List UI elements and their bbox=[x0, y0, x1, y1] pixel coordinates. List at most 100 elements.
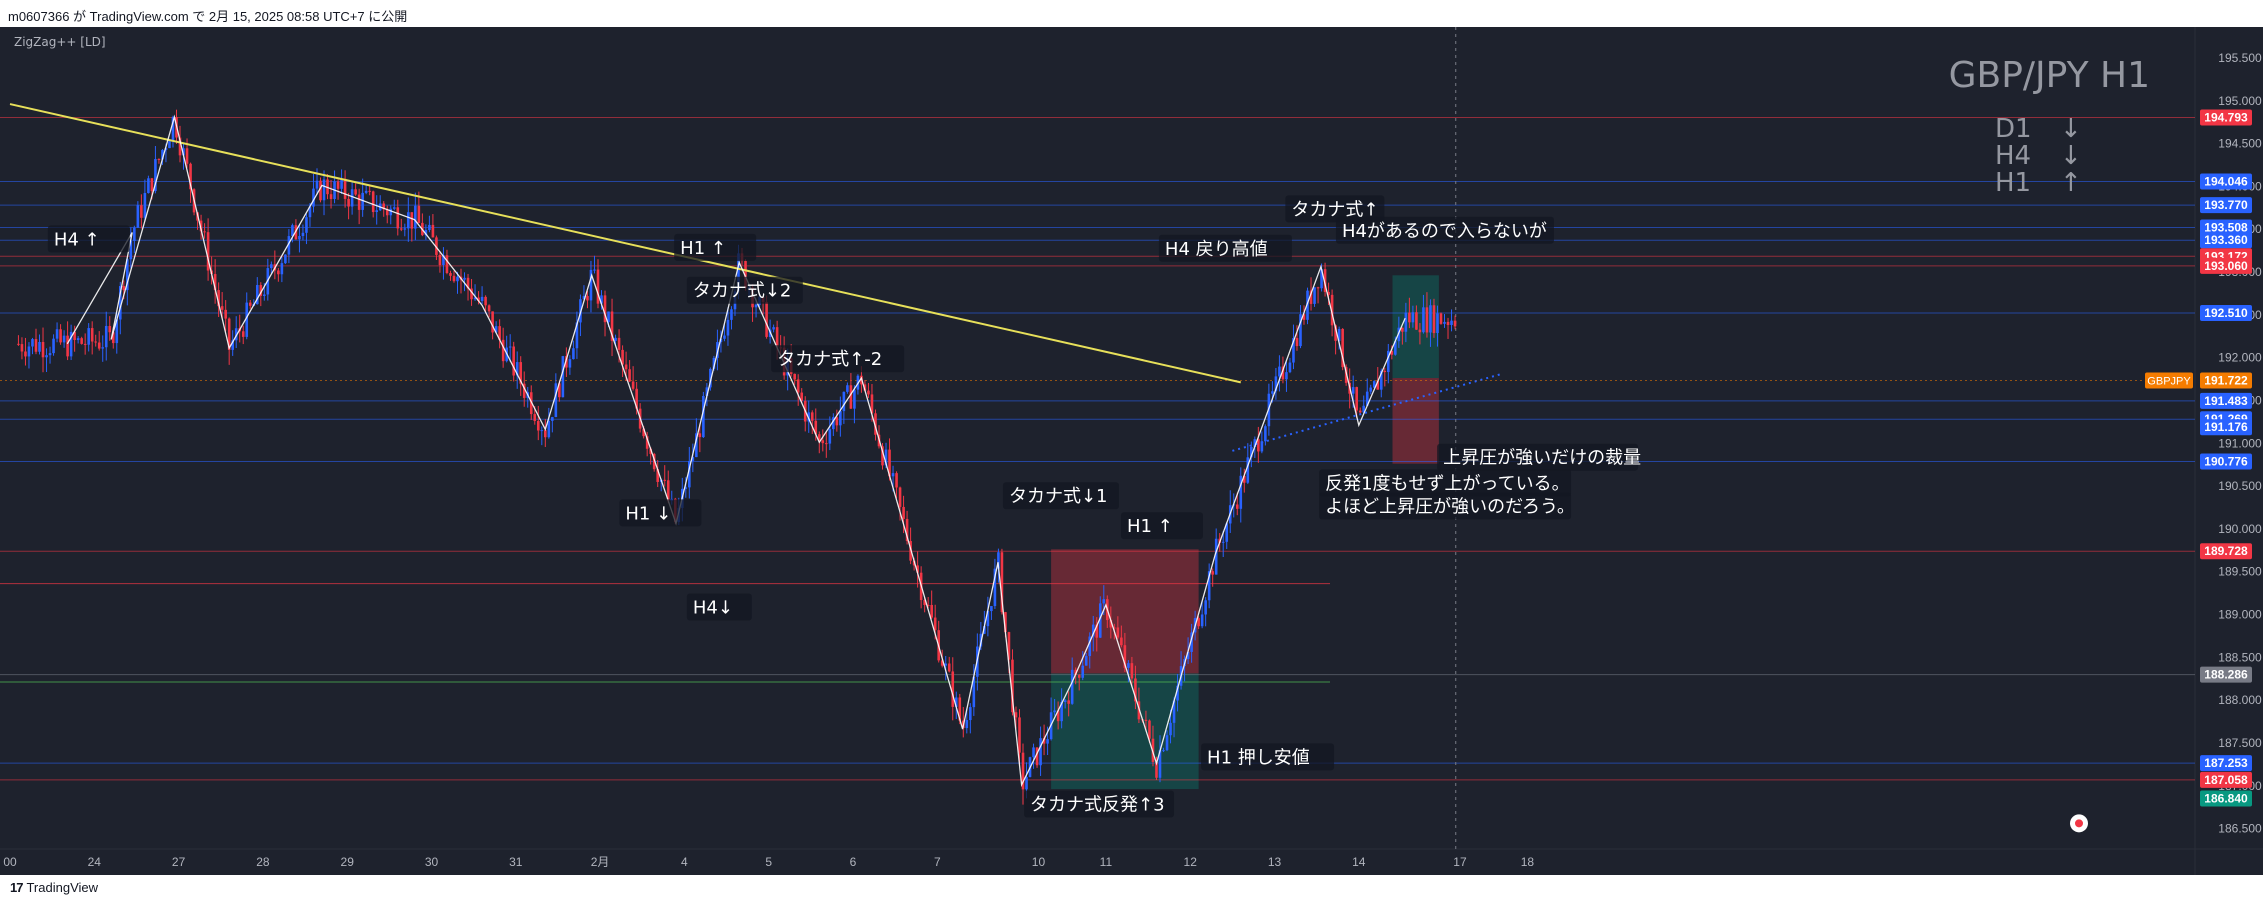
candle-body bbox=[1376, 381, 1380, 390]
candle-body bbox=[456, 276, 459, 282]
candle-body bbox=[842, 391, 846, 412]
candle-body bbox=[340, 178, 343, 189]
candle-body bbox=[354, 189, 357, 195]
candle-body bbox=[90, 328, 94, 342]
candle-body bbox=[775, 327, 779, 348]
candle-body bbox=[20, 344, 24, 352]
candle-body bbox=[600, 295, 603, 304]
candle-body bbox=[392, 207, 396, 209]
price-axis-panel bbox=[2195, 27, 2263, 875]
candle-body bbox=[954, 697, 958, 707]
chart-canvas[interactable]: H4 ↑ H1 ↑ タカナ式↓2 タカナ式↑-2 H4 戻り高値 タカナ式↑H4があるので… bbox=[0, 27, 2263, 875]
candle-body bbox=[487, 305, 491, 312]
candle-body bbox=[1401, 327, 1404, 332]
candle-body bbox=[947, 663, 951, 672]
candle-body bbox=[666, 480, 670, 501]
candle-body bbox=[291, 225, 294, 237]
candle-body bbox=[744, 260, 747, 288]
price-badge-label: 191.483 bbox=[2204, 394, 2248, 408]
candle-body bbox=[1436, 313, 1439, 334]
candle-body bbox=[1334, 325, 1337, 341]
candle-body bbox=[431, 224, 435, 238]
candle-body bbox=[1046, 739, 1049, 744]
candle-body bbox=[1088, 636, 1092, 657]
candle-body bbox=[536, 421, 540, 431]
candle-body bbox=[118, 286, 122, 320]
candle-body bbox=[1123, 645, 1127, 668]
annotation-text: 上昇圧が強いだけの裁量 bbox=[1443, 448, 1641, 469]
candle-body bbox=[1278, 366, 1281, 377]
candle-body bbox=[452, 275, 456, 282]
candle-body bbox=[1365, 391, 1369, 406]
price-badge bbox=[2200, 109, 2252, 126]
candle-body bbox=[1429, 305, 1432, 333]
time-tick-label: 14 bbox=[1352, 855, 1366, 869]
candle-body bbox=[38, 342, 41, 352]
chart-area[interactable]: H4 ↑ H1 ↑ タカナ式↓2 タカナ式↑-2 H4 戻り高値 タカナ式↑ H4があるので… bbox=[0, 27, 2263, 875]
candle-body bbox=[1387, 350, 1390, 373]
candle-body bbox=[389, 208, 393, 216]
price-badge bbox=[2200, 173, 2252, 190]
price-badge-label: 192.510 bbox=[2204, 306, 2248, 320]
time-tick-label: 5 bbox=[765, 855, 772, 869]
tradingview-logo[interactable]: 17 TradingView bbox=[10, 880, 98, 895]
tradingview-logo-mark: 17 bbox=[10, 880, 24, 895]
candle-body bbox=[1021, 752, 1025, 790]
annotation-text: H4 戻り高値 bbox=[1165, 239, 1268, 260]
price-badge-label: 193.770 bbox=[2204, 198, 2248, 212]
candle-body bbox=[178, 137, 182, 156]
candle-body bbox=[1358, 410, 1362, 413]
annotation: H4↓ bbox=[686, 593, 752, 621]
candle-body bbox=[540, 430, 544, 432]
indicator-label[interactable]: ZigZag++ [LD] bbox=[14, 35, 106, 49]
candle-body bbox=[1172, 700, 1176, 723]
annotation: タカナ式↓2 bbox=[686, 276, 803, 304]
candle-body bbox=[923, 600, 926, 605]
candle-body bbox=[652, 453, 656, 470]
annotation: タカナ式反発↑3 bbox=[1024, 790, 1175, 818]
candle-body bbox=[1327, 291, 1330, 295]
time-tick-label: 10 bbox=[1032, 855, 1046, 869]
annotation-text: タカナ式↑-2 bbox=[777, 349, 882, 370]
candle-body bbox=[691, 457, 695, 461]
candle-body bbox=[206, 232, 210, 271]
candle-body bbox=[1032, 747, 1035, 758]
candle-body bbox=[470, 288, 473, 300]
candle-body bbox=[1362, 405, 1366, 413]
candle-body bbox=[73, 331, 76, 341]
candle-body bbox=[849, 385, 853, 409]
candle-body bbox=[364, 190, 368, 193]
price-badge bbox=[2200, 304, 2252, 321]
candle-body bbox=[189, 163, 192, 190]
candle-body bbox=[688, 460, 691, 488]
candle-body bbox=[993, 568, 997, 607]
candle-body bbox=[466, 277, 470, 289]
candle-body bbox=[916, 565, 919, 573]
candle-body bbox=[1246, 457, 1250, 483]
candle-body bbox=[255, 285, 259, 305]
candle-body bbox=[986, 611, 990, 627]
candle-body bbox=[41, 342, 45, 358]
annotation: H1 ↓ bbox=[619, 499, 702, 527]
candle-body bbox=[582, 296, 586, 300]
candle-body bbox=[66, 335, 69, 357]
candle-body bbox=[1120, 637, 1123, 646]
candle-body bbox=[150, 178, 154, 192]
price-tick-label: 188.000 bbox=[2218, 693, 2262, 707]
candle-body bbox=[115, 319, 119, 344]
record-icon-dot bbox=[2075, 819, 2083, 828]
candle-body bbox=[698, 433, 702, 438]
price-tick-label: 195.000 bbox=[2218, 94, 2262, 108]
candle-body bbox=[944, 663, 948, 666]
candle-body bbox=[1039, 738, 1042, 766]
candle-body bbox=[958, 697, 962, 721]
candle-body bbox=[477, 297, 480, 301]
candle-body bbox=[1025, 776, 1028, 790]
candle-body bbox=[329, 194, 333, 199]
candle-body bbox=[1162, 750, 1165, 752]
candle-body bbox=[607, 311, 610, 323]
candle-body bbox=[1397, 327, 1401, 342]
chart-title: GBP/JPY H1 bbox=[1949, 55, 2150, 96]
time-tick-label: 30 bbox=[425, 855, 439, 869]
price-badge-label: 188.286 bbox=[2204, 668, 2248, 682]
